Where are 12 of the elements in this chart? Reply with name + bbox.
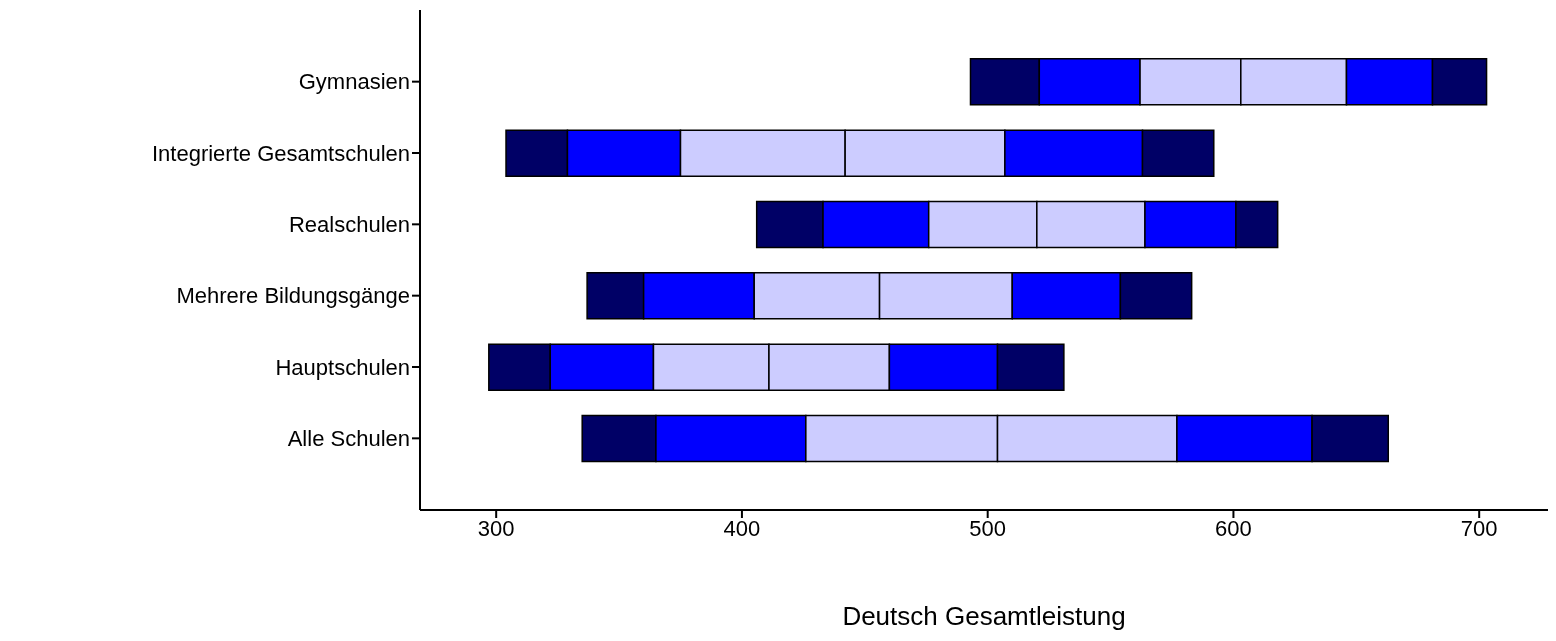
y-tick-label: Alle Schulen bbox=[287, 426, 410, 452]
y-tick-label: Integrierte Gesamtschulen bbox=[151, 140, 410, 166]
x-tick-label: 400 bbox=[723, 515, 761, 541]
y-tick-label: Realschulen bbox=[288, 212, 410, 238]
y-tick-label: Gymnasien bbox=[298, 69, 410, 95]
x-tick-label: 300 bbox=[477, 515, 515, 541]
x-tick-label: 700 bbox=[1460, 515, 1498, 541]
x-axis-title: Deutsch Gesamtleistung bbox=[842, 601, 1126, 631]
x-tick-label: 600 bbox=[1215, 515, 1252, 541]
x-tick-label: 500 bbox=[969, 515, 1007, 541]
y-tick-label: Hauptschulen bbox=[275, 354, 410, 380]
y-tick-label: Mehrere Bildungsgänge bbox=[176, 283, 410, 309]
